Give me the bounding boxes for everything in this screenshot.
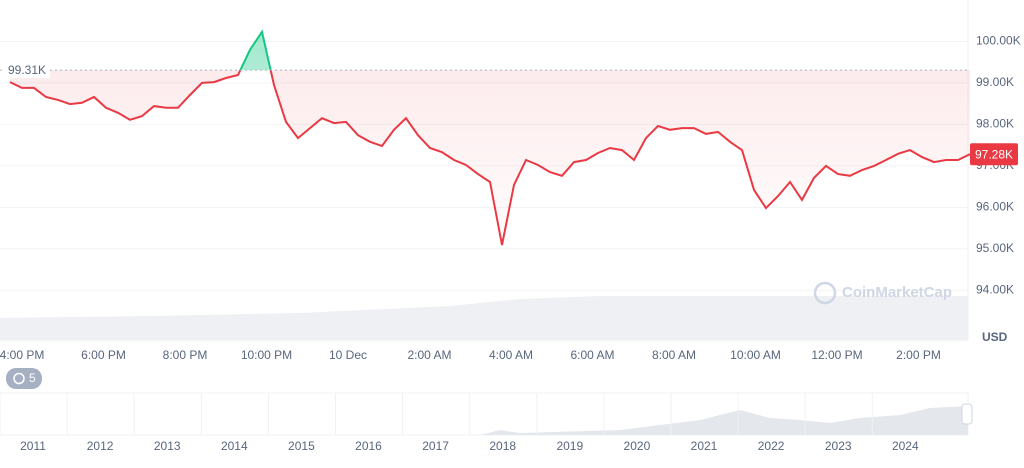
x-tick-label: 10:00 PM xyxy=(241,348,292,362)
x-tick-label: 6:00 AM xyxy=(570,348,614,362)
badge-icon xyxy=(13,372,25,385)
navigator-year: 2024 xyxy=(892,439,919,453)
navigator-year: 2014 xyxy=(221,439,248,453)
y-tick-label: 100.00K xyxy=(976,34,1021,48)
navigator-year: 2022 xyxy=(758,439,785,453)
navigator-year: 2019 xyxy=(556,439,583,453)
area-down xyxy=(10,70,970,245)
y-tick-label: 94.00K xyxy=(976,282,1014,296)
volume-area xyxy=(0,296,968,340)
price-line-down xyxy=(9,70,971,246)
current-price-label: 97.28K xyxy=(975,147,1013,161)
baseline-label: 99.31K xyxy=(8,63,46,77)
x-tick-label: 8:00 AM xyxy=(652,348,696,362)
navigator-year: 2023 xyxy=(825,439,852,453)
x-tick-label: 6:00 PM xyxy=(81,348,126,362)
watermark-text: CoinMarketCap xyxy=(842,284,952,301)
navigator-year: 2015 xyxy=(288,439,315,453)
y-tick-label: 99.00K xyxy=(976,75,1014,89)
navigator-year: 2013 xyxy=(154,439,181,453)
navigator-year: 2017 xyxy=(422,439,449,453)
navigator-handle[interactable] xyxy=(961,403,973,425)
current-price-bg xyxy=(970,143,1018,166)
x-tick-label: 10:00 AM xyxy=(730,348,781,362)
badge-text: 5 xyxy=(29,371,36,385)
x-tick-label: 2:00 PM xyxy=(896,348,941,362)
x-tick-label: 12:00 PM xyxy=(811,348,862,362)
y-tick-label: 96.00K xyxy=(976,199,1014,213)
navigator-year: 2011 xyxy=(20,439,46,453)
x-tick-label: 8:00 PM xyxy=(163,348,208,362)
watermark: CoinMarketCap xyxy=(813,281,952,305)
navigator-year: 2021 xyxy=(691,439,718,453)
navigator-year: 2012 xyxy=(87,439,114,453)
navigator-year: 2020 xyxy=(624,439,651,453)
x-tick-label: 4:00 AM xyxy=(489,348,533,362)
navigator-year: 2018 xyxy=(489,439,516,453)
baseline-label-bg xyxy=(2,62,50,79)
area-up xyxy=(240,31,271,71)
navigator-area xyxy=(0,406,968,435)
x-tick-label: 10 Dec xyxy=(329,348,367,362)
currency-label: USD xyxy=(982,330,1008,344)
x-tick-label: 4:00 PM xyxy=(0,348,44,362)
x-tick-label: 2:00 AM xyxy=(407,348,451,362)
navigator-year: 2016 xyxy=(355,439,382,453)
y-tick-label: 98.00K xyxy=(976,117,1014,131)
y-tick-label: 95.00K xyxy=(976,241,1014,255)
history-badge[interactable]: 5 xyxy=(6,368,42,389)
